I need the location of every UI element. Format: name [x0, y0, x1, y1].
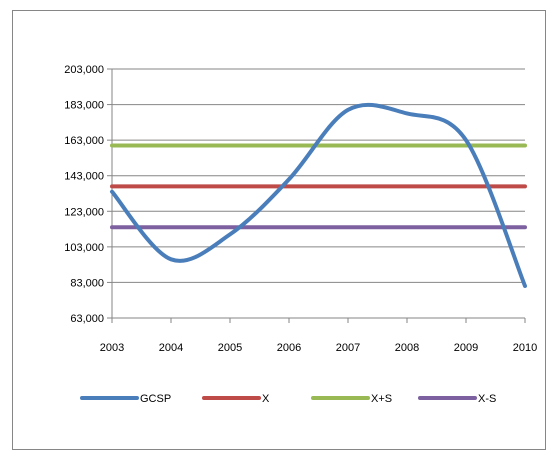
x-tick-label: 2003: [100, 342, 124, 354]
y-tick-label: 163,000: [64, 135, 104, 147]
x-tick-label: 2005: [218, 342, 242, 354]
legend-label-x-s: X+S: [371, 393, 392, 405]
legend-label-gcsp: GCSP: [140, 393, 171, 405]
x-tick-label: 2004: [159, 342, 183, 354]
x-tick-label: 2009: [454, 342, 478, 354]
legend-label-x-s: X-S: [478, 393, 496, 405]
series-line-gcsp: [110, 102, 527, 288]
legend-label-x: X: [262, 393, 270, 405]
y-tick-label: 123,000: [64, 206, 104, 218]
y-tick-label: 203,000: [64, 64, 104, 76]
x-tick-label: 2010: [513, 342, 537, 354]
y-tick-label: 143,000: [64, 171, 104, 183]
x-tick-label: 2006: [277, 342, 301, 354]
y-tick-label: 63,000: [70, 313, 104, 325]
y-tick-label: 183,000: [64, 100, 104, 112]
chart-frame: [12, 10, 546, 450]
x-tick-label: 2007: [336, 342, 360, 354]
x-tick-label: 2008: [395, 342, 419, 354]
y-tick-label: 83,000: [70, 277, 104, 289]
y-tick-label: 103,000: [64, 242, 104, 254]
